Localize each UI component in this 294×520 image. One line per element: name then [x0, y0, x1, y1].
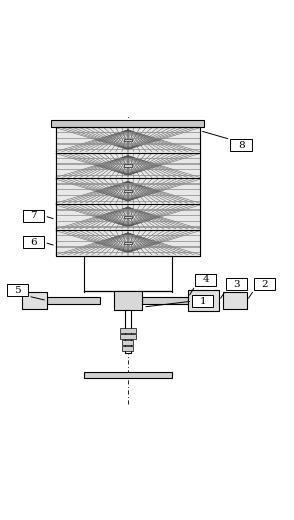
Bar [56, 163, 200, 165]
Bar [124, 242, 132, 244]
Bar [226, 278, 247, 290]
Bar [7, 284, 28, 296]
Bar [124, 138, 132, 141]
Bar [56, 144, 200, 145]
Bar [56, 127, 200, 256]
Bar [84, 372, 172, 378]
Bar [192, 295, 213, 307]
Bar [122, 346, 133, 351]
Text: 1: 1 [200, 296, 206, 306]
Bar [56, 175, 200, 176]
Bar [56, 246, 200, 248]
Text: 5: 5 [14, 286, 21, 295]
Bar [56, 138, 200, 139]
Bar [56, 184, 200, 185]
Bar [56, 169, 200, 171]
Bar [56, 241, 200, 242]
Bar [22, 292, 47, 309]
Text: 6: 6 [31, 238, 37, 247]
Bar [230, 139, 252, 151]
Bar [56, 220, 200, 222]
Bar [56, 226, 200, 228]
Bar [23, 237, 44, 248]
Bar [51, 120, 204, 127]
Bar [56, 235, 200, 236]
Bar [84, 256, 172, 291]
Bar [56, 195, 200, 196]
Text: 7: 7 [31, 212, 37, 220]
Bar [56, 201, 200, 202]
Bar [124, 216, 132, 218]
Bar [195, 274, 216, 286]
Bar [188, 290, 219, 311]
Bar [56, 252, 200, 253]
Bar [47, 297, 100, 304]
Bar [142, 297, 188, 304]
Bar [56, 215, 200, 216]
Bar [56, 230, 200, 256]
Bar [223, 292, 247, 309]
Bar [122, 340, 133, 345]
Bar [56, 189, 200, 190]
Bar [120, 334, 136, 339]
Bar [56, 204, 200, 230]
Bar [56, 132, 200, 133]
Bar [56, 127, 200, 256]
Bar [56, 158, 200, 159]
Text: 8: 8 [238, 141, 244, 150]
Bar [56, 152, 200, 178]
Bar [254, 278, 275, 290]
Text: 4: 4 [203, 276, 209, 284]
Bar [23, 210, 44, 222]
Bar [114, 291, 142, 310]
Bar [124, 190, 132, 192]
Bar [56, 149, 200, 150]
Bar [56, 127, 200, 152]
Bar [124, 164, 132, 166]
Bar [125, 310, 131, 353]
Text: 3: 3 [233, 280, 240, 289]
Bar [56, 209, 200, 211]
Text: 2: 2 [261, 280, 268, 289]
Bar [56, 178, 200, 204]
Bar [120, 328, 136, 333]
